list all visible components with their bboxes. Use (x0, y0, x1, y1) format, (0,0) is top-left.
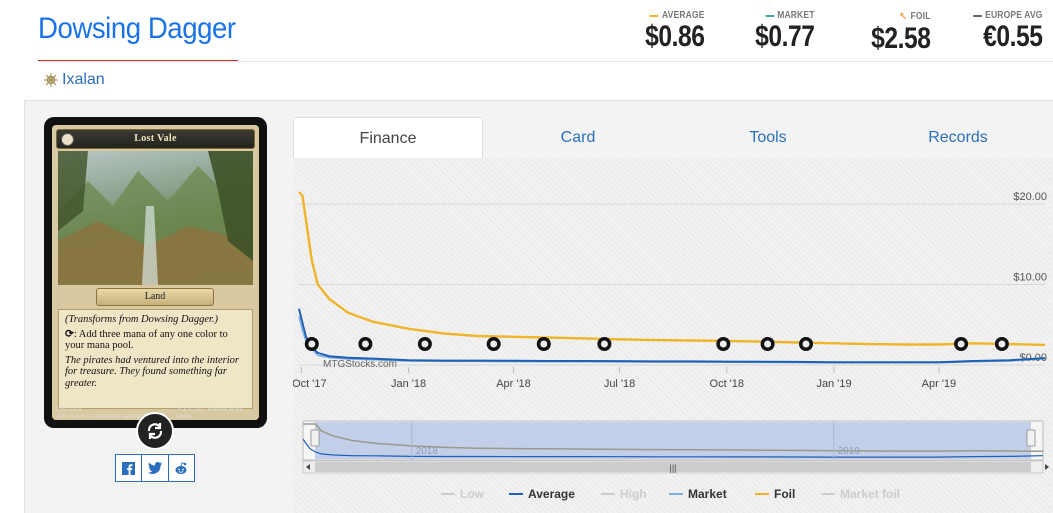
tab-tools[interactable]: Tools (749, 129, 787, 146)
tab-records[interactable]: Records (928, 129, 988, 146)
legend-label: High (620, 487, 647, 501)
m19-icon (716, 337, 731, 351)
legend-label: Market (688, 487, 727, 501)
war-icon (994, 337, 1009, 351)
25-anniversary-icon (486, 337, 501, 351)
legend-label: Foil (774, 487, 795, 501)
scroll-left-icon[interactable] (306, 464, 310, 470)
reddit-icon (175, 461, 187, 474)
card-reminder-text: (Transforms from Dowsing Dagger.) (65, 314, 219, 325)
twitter-icon (147, 462, 162, 474)
share-buttons (115, 454, 195, 482)
tap-symbol-icon: ⟳ (65, 328, 74, 340)
legend-item-market-foil[interactable]: Market foil (821, 487, 900, 501)
price-market: MARKET $0.77 (755, 10, 815, 53)
chart-watermark: MTGStocks.com (323, 359, 397, 370)
legend-label: Market foil (840, 487, 900, 501)
foil-trend-icon: ↖ (899, 11, 908, 23)
card-art (58, 151, 253, 285)
legend-label: Low (460, 487, 485, 501)
card-footer: 235/279 R XLN • EN ✒ FLORIAN DE GESINCOU… (56, 407, 243, 420)
compass-icon (304, 337, 319, 351)
header-divider (38, 61, 1053, 62)
price-europe-avg: EUROPE AVG €0.55 (961, 10, 1043, 53)
legend-item-foil[interactable]: Foil (755, 487, 795, 501)
x-tick-label: Jul '18 (604, 378, 635, 390)
y-tick-label: $10.00 (1013, 272, 1047, 284)
x-tick-label: Apr '18 (496, 378, 531, 390)
flip-icon (147, 423, 163, 439)
reddit-share-button[interactable] (169, 455, 194, 481)
card-rules-text: ⟳: Add three mana of any one color to yo… (65, 328, 228, 352)
ravnica-allegiance-icon (954, 337, 969, 351)
navigator-year-label: 2019 (838, 446, 861, 457)
tab-bar: Finance Card Tools Records (293, 117, 1053, 159)
dominaria-icon (536, 337, 551, 351)
navigator-year-label: 2018 (416, 446, 439, 457)
legend-item-market[interactable]: Market (669, 487, 727, 501)
navigator-line-average (302, 438, 1044, 458)
navigator-selection (315, 422, 1031, 459)
x-tick-label: Jan '18 (391, 378, 426, 390)
facebook-share-button[interactable] (116, 455, 143, 481)
navigator-handle-right[interactable] (1026, 429, 1036, 447)
ixalan-set-icon (44, 73, 58, 87)
x-tick-label: Jan '19 (816, 378, 851, 390)
card-face-name: Lost Vale (134, 133, 177, 144)
mana-symbol-icon (61, 133, 74, 146)
battlebond-icon (597, 337, 612, 351)
tab-finance[interactable]: Finance (293, 117, 484, 159)
navigator-line-foil (303, 423, 1044, 453)
card-flavor-text: The pirates had ventured into the interi… (65, 354, 240, 389)
legend-item-average[interactable]: Average (509, 487, 575, 501)
card-image: Lost Vale Land (Transforms from Dowsing … (44, 117, 267, 428)
scales-icon (417, 337, 432, 351)
scrollbar-grip-icon: ||| (669, 463, 676, 473)
scroll-right-icon[interactable] (1045, 464, 1049, 470)
x-tick-label: Oct '18 (710, 378, 745, 390)
card-type-line: Land (144, 291, 166, 302)
guilds-icon (760, 337, 775, 351)
navigator-handle-left[interactable] (310, 429, 320, 447)
legend-label: Average (528, 487, 575, 501)
price-average: AVERAGE $0.86 (645, 10, 705, 53)
x-tick-label: Oct '17 (293, 378, 327, 390)
x-tick-label: Apr '19 (922, 378, 957, 390)
card-title: Dowsing Dagger (38, 12, 236, 45)
scrollbar-thumb[interactable] (315, 462, 1031, 472)
m-ring-icon (358, 337, 373, 351)
ultimate-masters-icon (799, 337, 813, 351)
series-line-foil (298, 191, 1046, 347)
legend-item-high[interactable]: High (601, 487, 647, 501)
legend-item-low[interactable]: Low (441, 487, 485, 501)
facebook-icon (122, 461, 136, 475)
y-tick-label: $20.00 (1013, 191, 1047, 203)
flip-card-button[interactable] (136, 412, 174, 450)
series-line-average (298, 308, 1046, 364)
twitter-share-button[interactable] (142, 455, 169, 481)
price-foil: ↖ FOIL $2.58 (871, 11, 931, 55)
title-underline (38, 60, 238, 61)
tab-card[interactable]: Card (560, 129, 596, 146)
set-name[interactable]: Ixalan (62, 71, 105, 88)
price-chart-area: $20.00 $10.00 $0.00 Oct '17 Jan '18 Apr '18 Ju… (293, 158, 1053, 513)
set-link[interactable]: Ixalan (44, 71, 105, 89)
